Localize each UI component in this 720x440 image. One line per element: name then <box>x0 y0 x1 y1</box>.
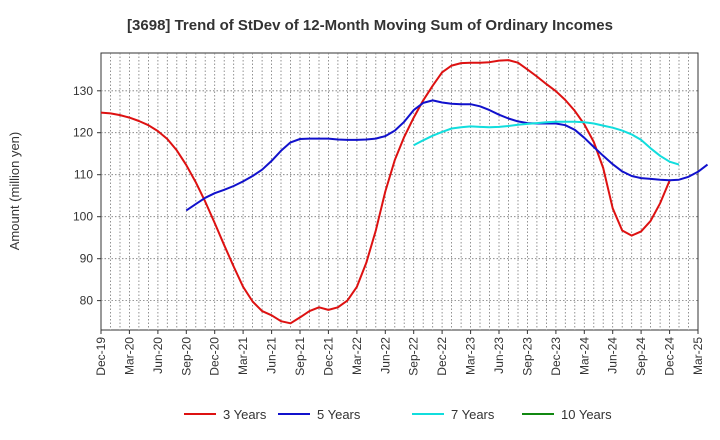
y-tick-label: 100 <box>73 210 93 224</box>
grid <box>101 53 698 330</box>
x-tick-label: Sep-20 <box>179 337 193 376</box>
x-tick-label: Mar-21 <box>236 337 250 375</box>
y-tick-label: 90 <box>80 252 94 266</box>
legend-label: 3 Years <box>223 407 267 422</box>
series-line-1 <box>100 59 671 325</box>
x-tick-label: Sep-24 <box>634 337 648 376</box>
x-tick-label: Jun-20 <box>151 337 165 374</box>
x-tick-label: Sep-21 <box>293 337 307 376</box>
x-tick-label: Jun-24 <box>606 337 620 374</box>
x-tick-label: Dec-22 <box>435 337 449 376</box>
series-line-3 <box>413 120 680 166</box>
y-axis: 80 90 100 110 120 130 <box>73 84 101 308</box>
series-lines <box>100 59 709 325</box>
x-tick-label: Sep-22 <box>407 337 421 376</box>
y-tick-label: 80 <box>80 294 94 308</box>
y-axis-label: Amount (million yen) <box>7 132 22 251</box>
legend-label: 10 Years <box>561 407 612 422</box>
legend-label: 7 Years <box>451 407 495 422</box>
x-tick-label: Dec-24 <box>663 337 677 376</box>
x-tick-label: Jun-21 <box>265 337 279 374</box>
chart-title: [3698] Trend of StDev of 12-Month Moving… <box>127 17 613 34</box>
x-tick-label: Dec-21 <box>321 337 335 376</box>
x-tick-label: Mar-24 <box>577 337 591 375</box>
x-tick-label: Dec-20 <box>208 337 222 376</box>
x-tick-label: Mar-23 <box>464 337 478 375</box>
legend-label: 5 Years <box>317 407 361 422</box>
x-tick-label: Dec-19 <box>94 337 108 376</box>
y-tick-label: 120 <box>73 126 93 140</box>
x-tick-label: Jun-22 <box>378 337 392 374</box>
y-tick-label: 110 <box>74 168 93 182</box>
x-tick-label: Dec-23 <box>549 337 563 376</box>
x-tick-label: Sep-23 <box>520 337 534 376</box>
y-tick-label: 130 <box>73 84 93 98</box>
x-tick-label: Mar-25 <box>691 337 705 375</box>
series-line-2 <box>185 99 709 212</box>
x-tick-label: Mar-20 <box>122 337 136 375</box>
x-tick-label: Mar-22 <box>350 337 364 375</box>
legend: 3 Years 5 Years 7 Years 10 Years <box>184 407 612 422</box>
x-tick-label: Jun-23 <box>492 337 506 374</box>
x-axis: Dec-19 Mar-20 Jun-20 Sep-20 Dec-20 Mar-21 Jun-… <box>94 330 705 376</box>
